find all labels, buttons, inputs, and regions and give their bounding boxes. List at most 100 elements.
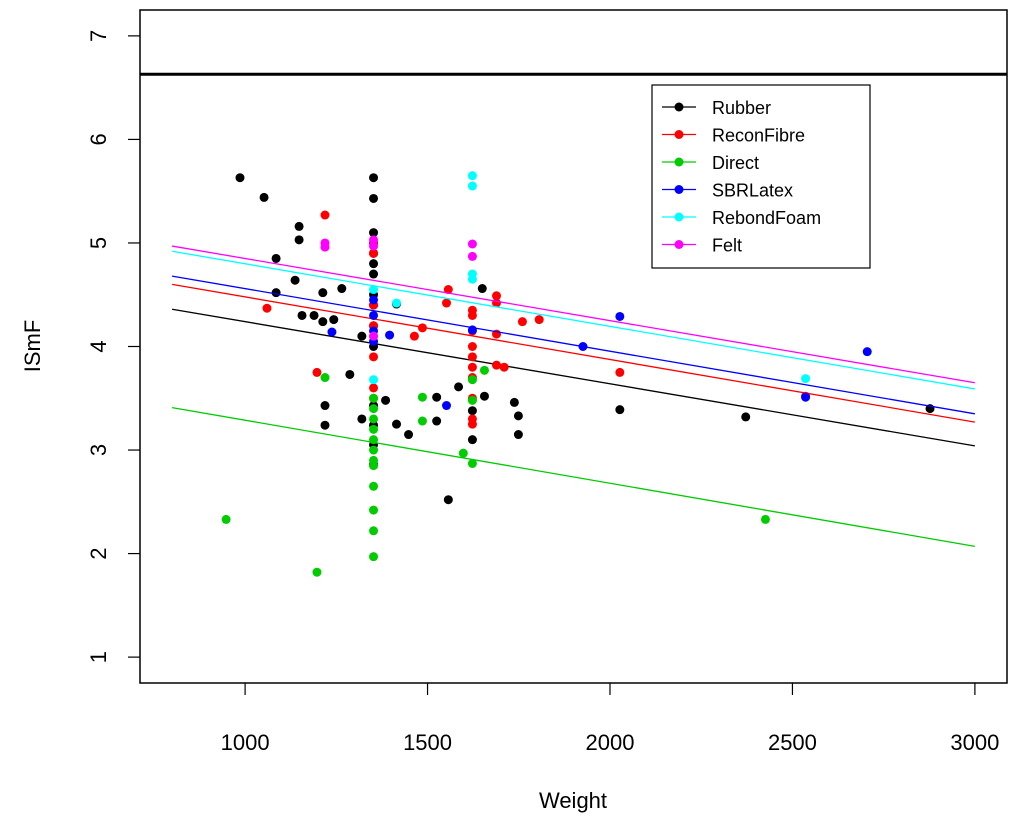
data-point	[320, 210, 330, 220]
data-point	[467, 274, 477, 284]
data-point	[409, 331, 419, 341]
data-point	[578, 342, 588, 351]
data-point	[443, 285, 453, 295]
fit-line	[172, 245, 975, 384]
data-point	[467, 362, 477, 372]
data-point	[369, 173, 379, 183]
data-point	[417, 416, 427, 426]
legend-label: RebondFoam	[712, 208, 821, 228]
legend: Rubber ReconFibre Direct SBRLatex RebondFoam…	[651, 84, 871, 269]
data-point	[467, 419, 477, 429]
y-tick-label: 3	[86, 444, 111, 456]
data-point	[259, 192, 269, 202]
data-point	[271, 288, 281, 298]
legend-marker	[674, 130, 684, 139]
data-point	[320, 373, 330, 383]
data-point	[442, 298, 452, 308]
data-point	[294, 235, 304, 245]
data-point	[801, 392, 811, 402]
data-point	[312, 567, 322, 577]
data-point	[369, 424, 379, 434]
data-point	[432, 416, 442, 426]
data-point	[369, 248, 379, 258]
data-point	[467, 325, 477, 335]
data-point	[369, 393, 379, 403]
data-point	[271, 253, 281, 263]
data-point	[327, 327, 337, 337]
x-tick-label: 3000	[950, 730, 999, 755]
data-point	[369, 331, 379, 341]
data-point	[369, 461, 379, 471]
data-point	[458, 448, 468, 458]
data-point	[492, 360, 502, 370]
data-point	[862, 347, 872, 357]
data-point	[345, 369, 355, 379]
legend-label: Direct	[712, 153, 759, 173]
data-point	[467, 352, 477, 362]
data-point	[467, 251, 477, 261]
data-point	[467, 406, 477, 416]
y-axis-title: ISmF	[20, 320, 45, 373]
data-point	[369, 259, 379, 269]
data-point	[741, 412, 751, 422]
legend-marker	[674, 157, 684, 167]
data-point	[801, 374, 811, 384]
x-tick-label: 1000	[221, 730, 270, 755]
data-point	[369, 526, 379, 536]
x-tick-label: 2000	[586, 730, 635, 755]
data-point	[381, 395, 391, 405]
fit-line	[172, 250, 975, 390]
data-point	[509, 397, 519, 407]
data-point	[615, 311, 625, 321]
data-point	[369, 445, 379, 455]
data-point	[615, 367, 625, 377]
legend-marker	[674, 185, 684, 194]
data-point	[417, 392, 427, 402]
y-tick-label: 1	[86, 651, 111, 663]
data-point	[369, 269, 379, 279]
data-point	[369, 404, 379, 414]
y-tick-label: 5	[86, 237, 111, 249]
data-point	[369, 481, 379, 491]
data-point	[320, 420, 330, 430]
data-point	[454, 382, 464, 392]
data-point	[221, 514, 231, 524]
data-point	[290, 275, 300, 285]
data-point	[235, 173, 245, 183]
y-tick-label: 6	[86, 133, 111, 145]
data-point	[404, 430, 414, 440]
data-point	[318, 317, 328, 327]
data-point	[479, 365, 489, 375]
fit-line	[172, 308, 975, 447]
data-point	[369, 310, 379, 320]
data-point	[369, 435, 379, 445]
y-tick-label: 2	[86, 547, 111, 559]
data-point	[477, 284, 487, 294]
x-tick-label: 2500	[768, 730, 817, 755]
data-point	[513, 430, 523, 440]
data-point	[392, 419, 402, 429]
data-point	[467, 435, 477, 445]
legend-label: Rubber	[712, 98, 771, 118]
data-point	[479, 391, 489, 401]
data-point	[369, 295, 379, 305]
data-point	[294, 221, 304, 231]
legend-label: SBRLatex	[712, 181, 793, 201]
data-point	[467, 342, 477, 351]
y-tick-label: 7	[86, 30, 111, 42]
fit-line	[172, 406, 975, 547]
data-point	[337, 284, 347, 294]
data-point	[443, 495, 453, 505]
data-point	[369, 414, 379, 424]
data-point	[369, 505, 379, 515]
legend-label: Felt	[712, 236, 742, 256]
data-point	[467, 171, 477, 181]
data-point	[517, 317, 527, 327]
data-point	[467, 310, 477, 320]
legend-label: ReconFibre	[712, 126, 805, 146]
data-point	[309, 310, 319, 320]
y-tick-label: 4	[86, 340, 111, 352]
data-point	[385, 330, 395, 340]
